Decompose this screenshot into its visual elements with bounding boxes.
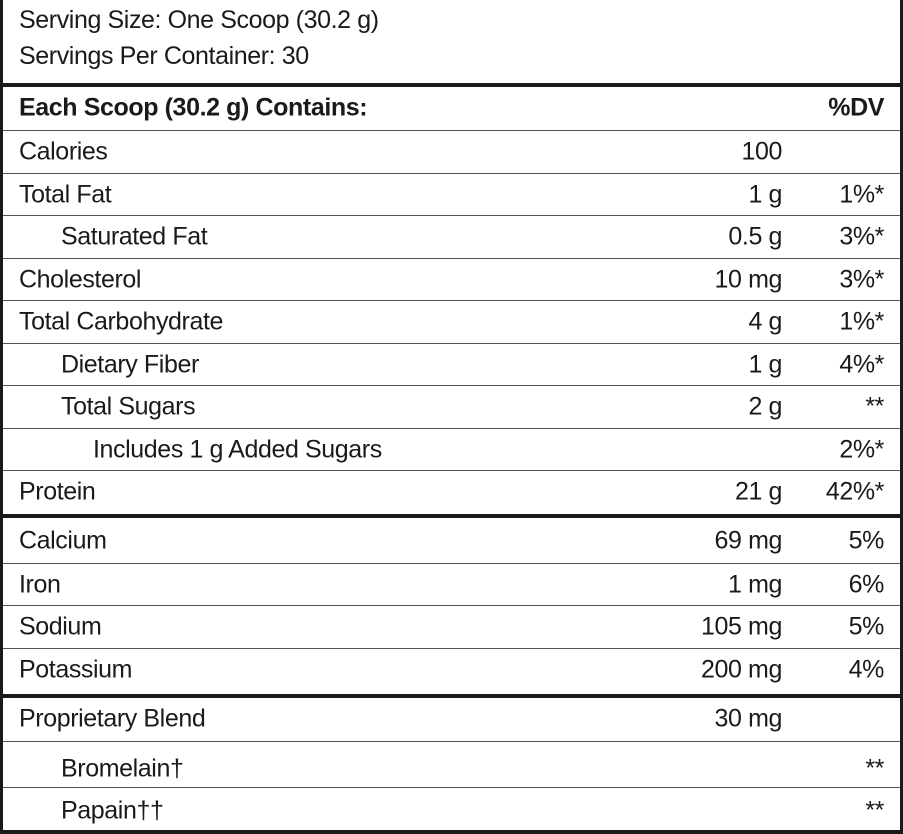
- table-row: Potassium 200 mg 4%: [3, 649, 900, 691]
- table-row: Total Fat 1 g 1%*: [3, 174, 900, 216]
- nutrient-amount: 200 mg: [701, 655, 782, 684]
- divider: [3, 787, 900, 788]
- servings-per-container: Servings Per Container: 30: [19, 42, 309, 70]
- nutrient-amount: 100: [741, 137, 782, 166]
- nutrient-amount: 0.5 g: [728, 222, 782, 251]
- blend-name: Proprietary Blend: [19, 704, 206, 733]
- nutrient-dv: 1%*: [839, 307, 884, 336]
- divider-thick: [3, 514, 900, 518]
- divider: [3, 343, 900, 344]
- nutrient-name: Total Fat: [19, 180, 112, 209]
- table-row: Iron 1 mg 6%: [3, 564, 900, 606]
- divider: [3, 605, 900, 606]
- blend-dv: **: [865, 754, 884, 783]
- nutrient-name: Calories: [19, 137, 108, 166]
- nutrient-amount: 69 mg: [714, 526, 783, 555]
- nutrient-name: Protein: [19, 477, 96, 506]
- table-row: Includes 1 g Added Sugars 2%*: [3, 429, 900, 471]
- blend-amount: 30 mg: [714, 704, 783, 733]
- nutrient-amount: 2 g: [748, 392, 782, 421]
- table-row: Calories 100: [3, 131, 900, 173]
- nutrient-amount: 1 g: [748, 180, 782, 209]
- divider: [3, 648, 900, 649]
- table-row: Total Carbohydrate 4 g 1%*: [3, 301, 900, 343]
- nutrient-amount: 1 mg: [728, 570, 782, 599]
- table-row: Calcium 69 mg 5%: [3, 520, 900, 562]
- nutrient-dv: 3%*: [839, 265, 884, 294]
- divider-thick: [3, 830, 900, 834]
- divider: [3, 258, 900, 259]
- divider: [3, 300, 900, 301]
- nutrient-name: Includes 1 g Added Sugars: [93, 435, 382, 464]
- header-row: Each Scoop (30.2 g) Contains: %DV: [3, 87, 900, 129]
- nutrient-dv: 2%*: [839, 435, 884, 464]
- nutrient-dv: 42%*: [825, 477, 885, 506]
- nutrient-amount: 4 g: [748, 307, 782, 336]
- nutrient-name: Dietary Fiber: [61, 350, 199, 379]
- divider: [3, 385, 900, 386]
- nutrient-dv: **: [865, 392, 884, 421]
- table-row: Cholesterol 10 mg 3%*: [3, 259, 900, 301]
- table-row: Papain†† **: [3, 790, 900, 832]
- nutrient-dv: 5%: [848, 526, 885, 555]
- table-row: Bromelain† **: [3, 748, 900, 790]
- divider: [3, 741, 900, 742]
- divider: [3, 470, 900, 471]
- table-row: Dietary Fiber 1 g 4%*: [3, 344, 900, 386]
- divider: [3, 173, 900, 174]
- table-row: Protein 21 g 42%*: [3, 471, 900, 513]
- table-row: Sodium 105 mg 5%: [3, 606, 900, 648]
- table-row: Proprietary Blend 30 mg: [3, 698, 900, 740]
- header-contains: Each Scoop (30.2 g) Contains:: [19, 93, 368, 122]
- divider: [3, 428, 900, 429]
- table-row: Total Sugars 2 g **: [3, 386, 900, 428]
- divider: [3, 215, 900, 216]
- header-dv: %DV: [828, 93, 884, 122]
- divider-thick: [3, 83, 900, 87]
- nutrient-name: Total Sugars: [61, 392, 196, 421]
- nutrient-amount: 105 mg: [701, 612, 782, 641]
- nutrient-dv: 1%*: [839, 180, 884, 209]
- divider: [3, 130, 900, 131]
- serving-size: Serving Size: One Scoop (30.2 g): [19, 6, 379, 34]
- nutrient-amount: 1 g: [748, 350, 782, 379]
- nutrient-name: Saturated Fat: [61, 222, 208, 251]
- nutrient-dv: 4%*: [839, 350, 884, 379]
- nutrient-amount: 21 g: [734, 477, 782, 506]
- nutrient-dv: 3%*: [839, 222, 884, 251]
- blend-dv: **: [865, 796, 884, 825]
- nutrient-dv: 4%: [848, 655, 885, 684]
- nutrient-name: Iron: [19, 570, 61, 599]
- blend-name: Bromelain†: [61, 754, 184, 783]
- nutrient-dv: 5%: [848, 612, 885, 641]
- blend-name: Papain††: [61, 796, 164, 825]
- nutrient-amount: 10 mg: [714, 265, 783, 294]
- divider-thick: [3, 694, 900, 698]
- nutrient-name: Calcium: [19, 526, 107, 555]
- table-row: Saturated Fat 0.5 g 3%*: [3, 216, 900, 258]
- nutrient-name: Total Carbohydrate: [19, 307, 224, 336]
- divider: [3, 563, 900, 564]
- nutrient-dv: 6%: [848, 570, 885, 599]
- nutrient-name: Potassium: [19, 655, 133, 684]
- nutrient-name: Cholesterol: [19, 265, 142, 294]
- nutrient-name: Sodium: [19, 612, 102, 641]
